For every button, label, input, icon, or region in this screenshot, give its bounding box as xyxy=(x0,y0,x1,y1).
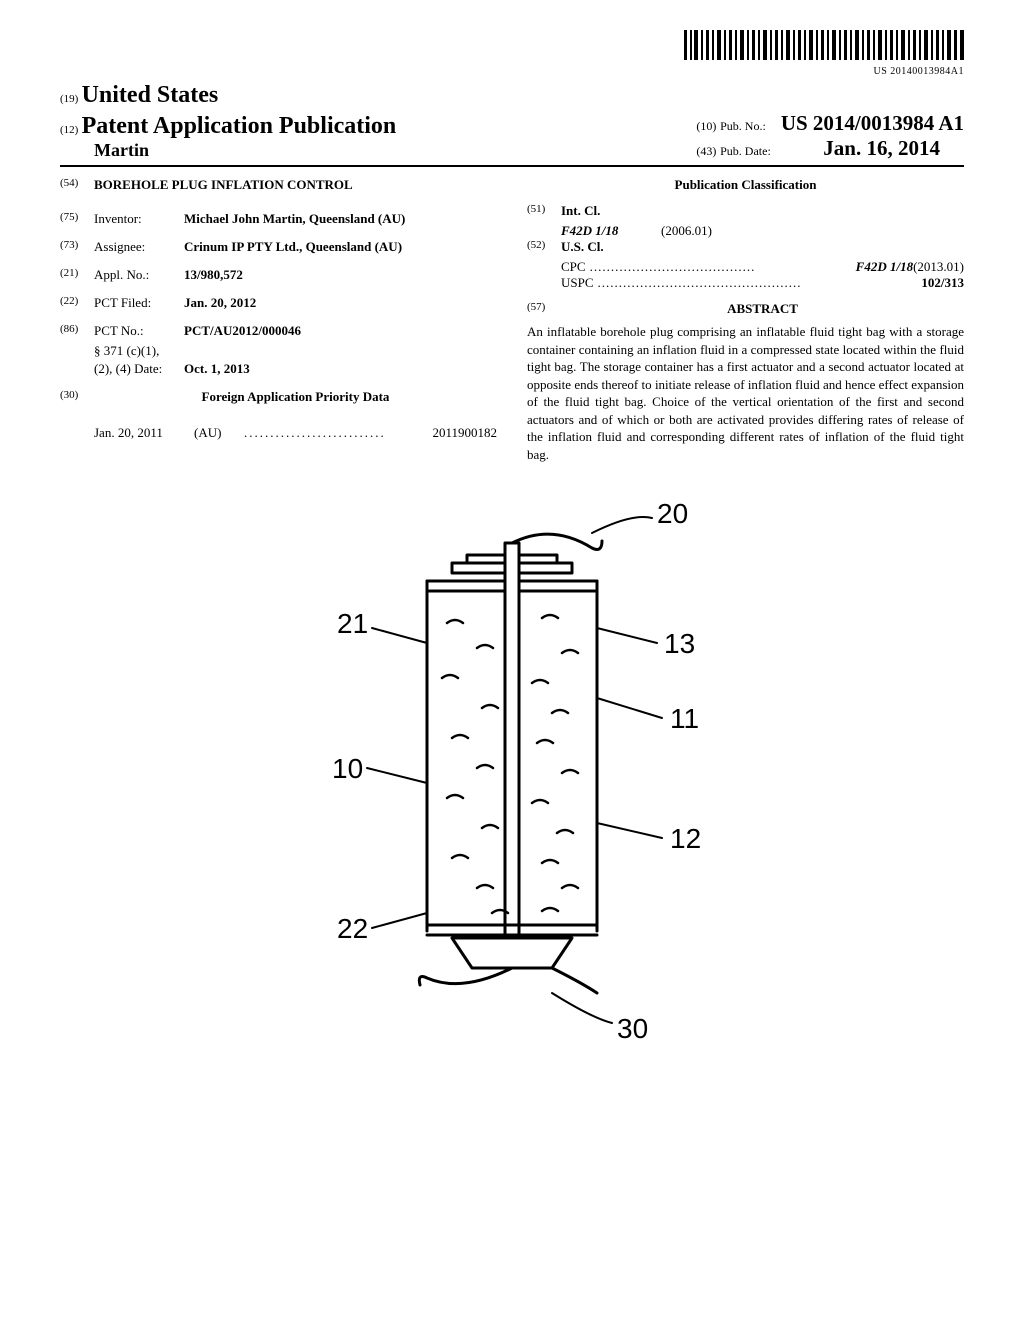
barcode-number: US 20140013984A1 xyxy=(60,66,964,77)
priority-date: Jan. 20, 2011 xyxy=(94,425,194,441)
right-column: Publication Classification (51) Int. Cl.… xyxy=(527,177,964,463)
pct-filed-value: Jan. 20, 2012 xyxy=(184,295,256,311)
inventor-code: (75) xyxy=(60,211,94,227)
intcl-version: (2006.01) xyxy=(661,223,712,239)
abstract-code: (57) xyxy=(527,301,561,323)
cpc-version: (2013.01) xyxy=(913,259,964,275)
figure-label-10: 10 xyxy=(332,753,363,784)
priority-dots: ........................... xyxy=(244,425,432,441)
doc-type-code: (12) xyxy=(60,124,78,136)
country-code: (19) xyxy=(60,93,78,105)
pub-no: US 2014/0013984 A1 xyxy=(781,111,964,135)
cpc-value: F42D 1/18 xyxy=(856,259,913,275)
uspc-value: 102/313 xyxy=(921,275,964,291)
appl-value: 13/980,572 xyxy=(184,267,243,283)
header-right: (10) Pub. No.: US 2014/0013984 A1 (43) P… xyxy=(696,111,964,161)
cpc-dots: ....................................... xyxy=(590,259,852,275)
abstract-header: ABSTRACT xyxy=(561,301,964,317)
assignee-value: Crinum IP PTY Ltd., Queensland (AU) xyxy=(184,239,402,255)
priority-header: Foreign Application Priority Data xyxy=(94,389,497,405)
figure-label-22: 22 xyxy=(337,913,368,944)
cpc-label: CPC xyxy=(561,259,586,275)
abstract-text: An inflatable borehole plug comprising a… xyxy=(527,323,964,463)
pub-no-label: Pub. No.: xyxy=(720,119,766,133)
figure-label-12: 12 xyxy=(670,823,701,854)
header-row: (12) Patent Application Publication Mart… xyxy=(60,111,964,167)
figure-label-13: 13 xyxy=(664,628,695,659)
pub-no-code: (10) xyxy=(696,119,716,133)
appl-code: (21) xyxy=(60,267,94,283)
classification-header: Publication Classification xyxy=(527,177,964,193)
priority-country: (AU) xyxy=(194,425,244,441)
uscl-label: U.S. Cl. xyxy=(561,239,604,255)
inventor-label: Inventor: xyxy=(94,211,184,227)
s371-label: § 371 (c)(1), xyxy=(94,343,159,358)
figure-label-21: 21 xyxy=(337,608,368,639)
intcl-code: (51) xyxy=(527,203,561,219)
inventor-value: Michael John Martin, Queensland (AU) xyxy=(184,211,405,227)
country: United States xyxy=(82,82,219,108)
header-inventor: Martin xyxy=(94,140,396,161)
left-column: (54) BOREHOLE PLUG INFLATION CONTROL (75… xyxy=(60,177,497,463)
priority-number: 2011900182 xyxy=(432,425,497,441)
s371-date-label: (2), (4) Date: xyxy=(94,361,184,377)
assignee-label: Assignee: xyxy=(94,239,184,255)
uspc-dots: ........................................… xyxy=(598,275,918,291)
barcode-graphic xyxy=(684,30,964,64)
pct-no-value: PCT/AU2012/000046 xyxy=(184,323,301,339)
pub-date-label: Pub. Date: xyxy=(720,144,771,158)
uspc-label: USPC xyxy=(561,275,594,291)
header-left: (12) Patent Application Publication Mart… xyxy=(60,113,396,161)
pct-no-label: PCT No.: xyxy=(94,323,184,339)
doc-type: Patent Application Publication xyxy=(82,113,397,139)
s371-date-value: Oct. 1, 2013 xyxy=(184,361,250,377)
figure-label-11: 11 xyxy=(670,703,699,734)
uscl-code: (52) xyxy=(527,239,561,255)
figure-label-30: 30 xyxy=(617,1013,648,1044)
intcl-label: Int. Cl. xyxy=(561,203,600,219)
patent-title: BOREHOLE PLUG INFLATION CONTROL xyxy=(94,177,353,193)
pct-filed-code: (22) xyxy=(60,295,94,311)
assignee-code: (73) xyxy=(60,239,94,255)
priority-code: (30) xyxy=(60,389,94,415)
title-code: (54) xyxy=(60,177,94,193)
pub-date-code: (43) xyxy=(696,144,716,158)
figure-label-20: 20 xyxy=(657,498,688,529)
intcl-value: F42D 1/18 xyxy=(561,223,661,239)
pub-date: Jan. 16, 2014 xyxy=(823,136,940,160)
pct-filed-label: PCT Filed: xyxy=(94,295,184,311)
barcode-section: US 20140013984A1 xyxy=(60,30,964,77)
body-columns: (54) BOREHOLE PLUG INFLATION CONTROL (75… xyxy=(60,177,964,463)
pct-no-code: (86) xyxy=(60,323,94,339)
patent-figure: 20 21 13 11 10 12 22 30 xyxy=(60,493,964,1057)
appl-label: Appl. No.: xyxy=(94,267,184,283)
header-top: (19) United States xyxy=(60,82,964,109)
